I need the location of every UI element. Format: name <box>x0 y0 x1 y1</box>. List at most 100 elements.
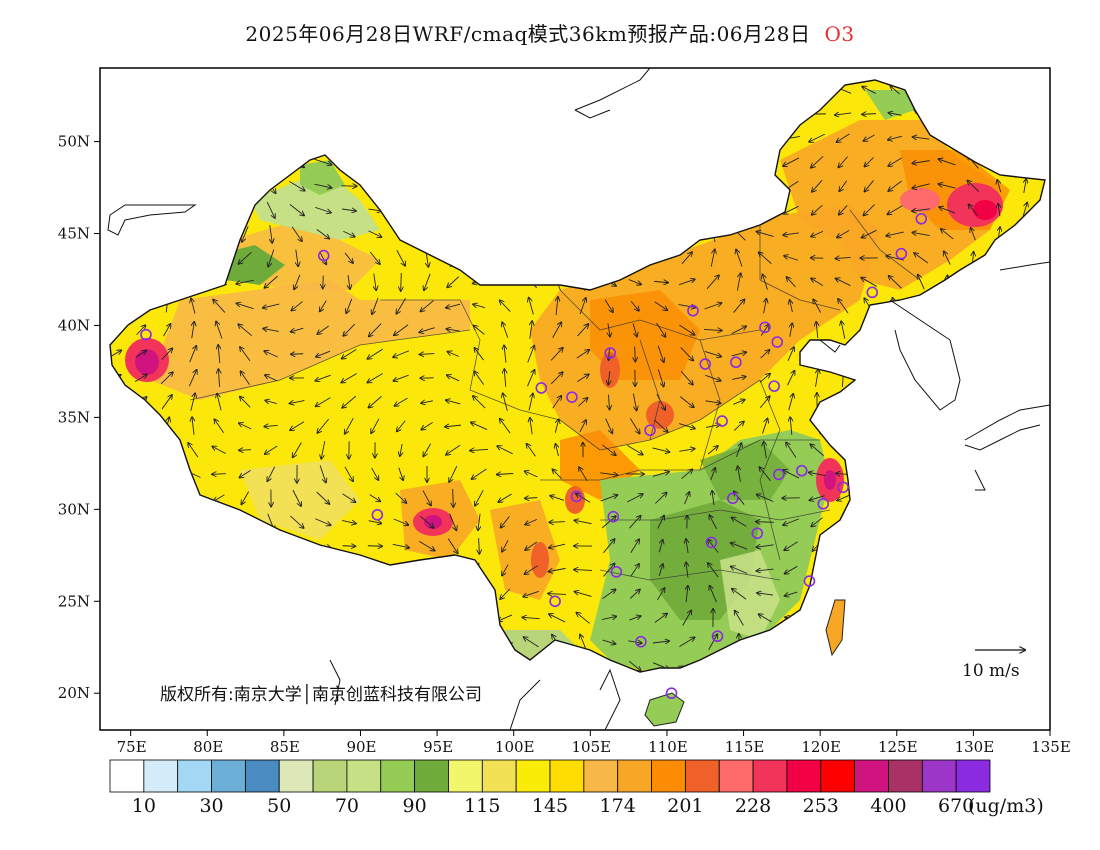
wind-arrow <box>657 369 663 387</box>
wind-arrow <box>500 419 511 434</box>
legend-swatch <box>380 759 416 793</box>
wind-arrow <box>786 442 797 458</box>
wind-arrow <box>863 134 875 141</box>
wind-arrow <box>731 352 747 357</box>
monitoring-site-marker <box>895 247 908 260</box>
wind-arrow <box>530 321 532 339</box>
wind-arrow <box>787 371 795 386</box>
monitoring-site-marker <box>371 509 384 521</box>
wind-arrow <box>550 372 562 385</box>
wind-arrow <box>632 323 637 336</box>
wind-arrow <box>291 327 304 332</box>
monitoring-site-marker <box>711 630 724 643</box>
wind-arrow <box>757 232 774 237</box>
wind-arrow <box>861 278 877 287</box>
site-markers <box>140 212 928 700</box>
wind-arrow <box>397 420 406 432</box>
wind-arrow <box>679 449 694 452</box>
wind-arrow <box>710 249 715 267</box>
monitoring-site-marker <box>803 575 816 587</box>
legend-swatch <box>346 759 382 793</box>
wind-arrow <box>600 495 618 502</box>
wind-arrow <box>731 326 746 335</box>
lon-tick-label: 105E <box>572 738 612 756</box>
wind-arrow <box>368 521 382 524</box>
wind-arrow <box>502 322 509 338</box>
wind-arrow <box>549 522 565 523</box>
wind-arrow <box>839 204 848 214</box>
wind-arrow <box>630 564 639 577</box>
wind-arrow <box>470 449 489 450</box>
wind-arrow <box>241 491 249 505</box>
wind-arrow <box>629 616 640 621</box>
species-label: O3 <box>824 22 855 46</box>
lon-tick-label: 110E <box>648 738 688 756</box>
wind-arrow <box>401 273 402 291</box>
wind-arrow <box>293 442 302 458</box>
wind-arrow <box>371 467 379 480</box>
wind-arrow <box>941 229 954 240</box>
wind-arrow <box>810 444 824 457</box>
legend-swatch <box>955 759 991 793</box>
monitoring-site-marker <box>549 595 561 608</box>
wind-arrow <box>757 569 774 571</box>
wind-arrow <box>550 348 563 361</box>
wind-arrow <box>236 303 254 310</box>
wind-arrow <box>914 253 929 264</box>
wind-arrow <box>838 299 849 314</box>
wind-arrow <box>809 472 826 477</box>
lon-tick-label: 75E <box>117 738 147 756</box>
legend-swatch <box>448 759 483 793</box>
monitoring-site-marker <box>727 492 739 505</box>
wind-arrow <box>839 180 848 191</box>
wind-arrow <box>421 300 434 312</box>
wind-arrow <box>656 322 666 337</box>
wind-arrow <box>652 447 670 452</box>
wind-arrow <box>816 322 818 339</box>
wind-arrow <box>449 513 457 531</box>
wind-arrow <box>475 490 484 505</box>
wind-arrow <box>319 251 327 265</box>
wind-arrow <box>552 322 562 338</box>
wind-arrow <box>291 354 304 355</box>
wind-arrow <box>217 394 222 411</box>
wind-arrow <box>446 444 461 455</box>
legend-swatch <box>718 759 754 793</box>
wind-arrow <box>580 634 587 650</box>
wind-arrow <box>341 520 356 523</box>
wind-arrow <box>710 468 715 481</box>
wind-arrow <box>342 395 357 408</box>
wind-arrow <box>812 204 823 215</box>
wind-arrow <box>474 348 484 361</box>
wind-arrow <box>239 450 252 451</box>
wind-arrow <box>811 278 824 287</box>
wind-arrow <box>371 418 380 433</box>
wind-arrow <box>394 324 409 335</box>
legend-label: 253 <box>802 795 839 817</box>
wind-arrow <box>574 520 592 525</box>
wind-arrow <box>421 401 433 403</box>
wind-arrow <box>214 494 225 501</box>
wind-arrow <box>447 538 458 554</box>
wind-arrow <box>913 137 930 139</box>
lat-tick-label: 40N <box>58 316 90 334</box>
wind-arrow <box>236 279 254 284</box>
wind-arrow <box>864 180 874 191</box>
wind-arrow <box>632 393 636 411</box>
wind-arrow <box>997 180 1002 193</box>
wind-arrow <box>368 230 382 237</box>
wind-arrow <box>967 181 979 192</box>
wind-arrow <box>756 545 774 547</box>
wind-arrow <box>524 565 538 574</box>
wind-arrow <box>764 299 767 314</box>
legend-swatch <box>651 759 686 793</box>
wind-arrow <box>374 273 376 291</box>
wind-arrow <box>609 394 610 410</box>
wind-arrow <box>811 230 824 236</box>
wind-arrow <box>579 420 586 433</box>
wind-arrow <box>291 301 303 310</box>
wind-arrow <box>630 539 639 553</box>
wind-arrow <box>759 374 770 383</box>
wind-arrow <box>787 347 794 362</box>
